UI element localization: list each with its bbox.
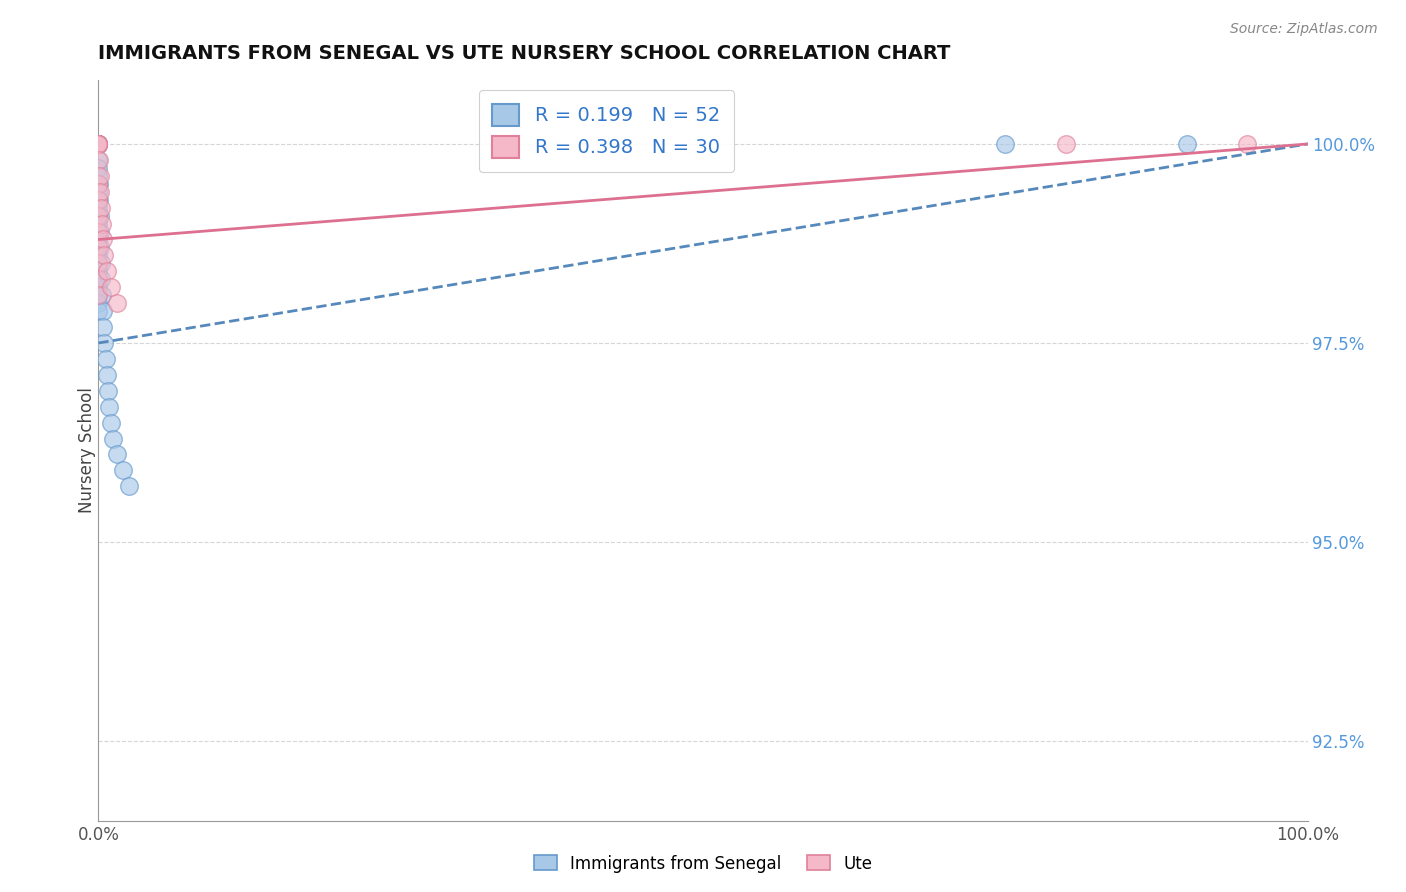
Point: [100, 280, 122, 294]
Point: [91, 320, 114, 334]
Point: [87, 264, 110, 278]
Point: [87, 136, 110, 151]
Point: [1236, 136, 1258, 151]
Point: [87, 296, 110, 310]
Legend: Immigrants from Senegal, Ute: Immigrants from Senegal, Ute: [527, 848, 879, 880]
Legend: R = 0.199   N = 52, R = 0.398   N = 30: R = 0.199 N = 52, R = 0.398 N = 30: [478, 90, 734, 172]
Point: [87, 225, 110, 239]
Point: [87, 136, 110, 151]
Point: [87, 136, 110, 151]
Point: [87, 272, 110, 286]
Point: [87, 136, 110, 151]
Point: [87, 177, 110, 191]
Point: [87, 288, 110, 302]
Point: [101, 432, 124, 446]
Point: [87, 136, 110, 151]
Point: [87, 232, 110, 246]
Point: [87, 272, 110, 286]
Point: [87, 136, 110, 151]
Point: [93, 336, 115, 351]
Point: [90, 256, 112, 270]
Point: [87, 136, 110, 151]
Point: [87, 209, 110, 223]
Point: [89, 209, 111, 223]
Point: [87, 136, 110, 151]
Point: [94, 351, 117, 366]
Point: [87, 136, 110, 151]
Point: [87, 288, 110, 302]
Point: [87, 201, 110, 215]
Point: [87, 177, 110, 191]
Point: [96, 264, 118, 278]
Point: [105, 447, 128, 461]
Point: [87, 185, 110, 199]
Point: [87, 217, 110, 231]
Point: [91, 232, 114, 246]
Point: [87, 225, 110, 239]
Point: [87, 248, 110, 262]
Point: [87, 161, 110, 175]
Point: [87, 136, 110, 151]
Point: [87, 136, 110, 151]
Point: [87, 136, 110, 151]
Point: [90, 201, 112, 215]
Point: [118, 479, 141, 493]
Point: [87, 240, 110, 254]
Point: [89, 240, 111, 254]
Point: [87, 240, 110, 254]
Point: [87, 136, 110, 151]
Point: [91, 217, 114, 231]
Point: [91, 288, 114, 302]
Text: IMMIGRANTS FROM SENEGAL VS UTE NURSERY SCHOOL CORRELATION CHART: IMMIGRANTS FROM SENEGAL VS UTE NURSERY S…: [98, 45, 950, 63]
Point: [87, 209, 110, 223]
Point: [100, 416, 122, 430]
Y-axis label: Nursery School: Nursery School: [79, 387, 96, 514]
Point: [89, 169, 111, 183]
Point: [105, 296, 128, 310]
Point: [98, 400, 121, 414]
Point: [87, 304, 110, 318]
Point: [91, 304, 114, 318]
Point: [97, 384, 120, 398]
Point: [87, 256, 110, 270]
Point: [1175, 136, 1198, 151]
Point: [87, 280, 110, 294]
Point: [87, 136, 110, 151]
Point: [89, 185, 111, 199]
Point: [96, 368, 118, 382]
Point: [93, 248, 115, 262]
Point: [87, 256, 110, 270]
Point: [87, 153, 110, 167]
Point: [87, 136, 110, 151]
Point: [87, 193, 110, 207]
Point: [87, 169, 110, 183]
Point: [87, 136, 110, 151]
Point: [87, 136, 110, 151]
Point: [89, 225, 111, 239]
Point: [87, 193, 110, 207]
Point: [1054, 136, 1077, 151]
Point: [994, 136, 1017, 151]
Point: [89, 193, 111, 207]
Point: [87, 136, 110, 151]
Point: [90, 272, 112, 286]
Point: [87, 136, 110, 151]
Text: Source: ZipAtlas.com: Source: ZipAtlas.com: [1230, 22, 1378, 37]
Point: [87, 136, 110, 151]
Point: [87, 153, 110, 167]
Point: [111, 463, 134, 477]
Point: [87, 177, 110, 191]
